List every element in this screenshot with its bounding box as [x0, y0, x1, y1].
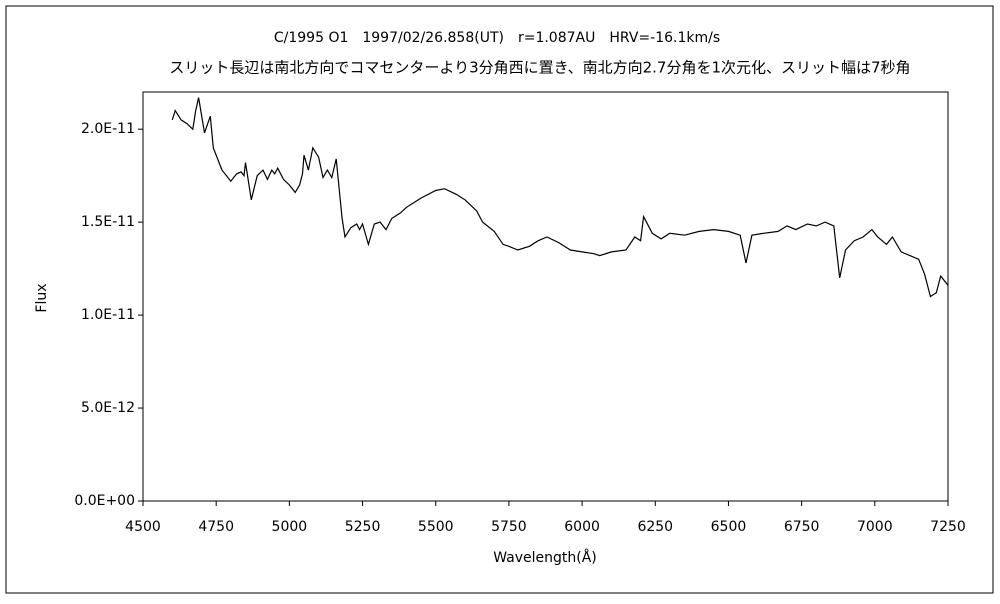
- y-axis-label: Flux: [34, 283, 50, 312]
- x-tick-label: 5000: [272, 519, 308, 535]
- y-tick-label: 5.0E-12: [81, 400, 135, 416]
- chart-title: C/1995 O1 1997/02/26.858(UT) r=1.087AU H…: [274, 30, 720, 46]
- x-tick-label: 6750: [784, 519, 820, 535]
- chart-border: [5, 5, 994, 594]
- x-tick-label: 6500: [711, 519, 747, 535]
- x-tick-label: 5750: [491, 519, 527, 535]
- x-axis-label: Wavelength(Å): [493, 549, 597, 566]
- x-tick-label: 5250: [345, 519, 381, 535]
- x-tick-label: 7250: [930, 519, 966, 535]
- x-tick-label: 6000: [564, 519, 600, 535]
- y-tick-label: 1.5E-11: [81, 214, 135, 230]
- plot-area: [142, 91, 949, 502]
- x-tick-label: 6250: [637, 519, 673, 535]
- y-tick-label: 1.0E-11: [81, 307, 135, 323]
- y-tick-label: 2.0E-11: [81, 121, 135, 137]
- x-tick-label: 4750: [198, 519, 234, 535]
- spectrum-line: [171, 97, 949, 298]
- x-tick-label: 4500: [125, 519, 161, 535]
- x-tick-label: 5500: [418, 519, 454, 535]
- chart-subtitle: スリット長辺は南北方向でコマセンターより3分角西に置き、南北方向2.7分角を1次…: [169, 59, 910, 77]
- y-tick-label: 0.0E+00: [74, 493, 135, 509]
- x-tick-label: 7000: [857, 519, 893, 535]
